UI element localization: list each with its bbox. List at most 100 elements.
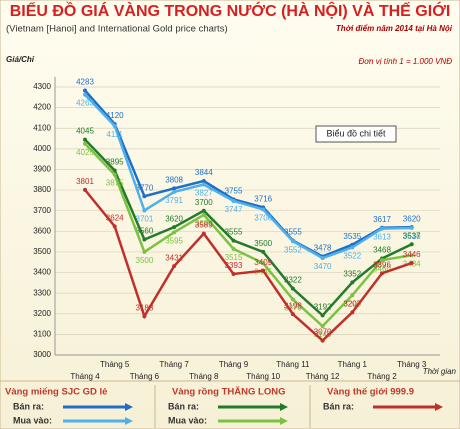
data-point xyxy=(409,253,414,258)
legend-label: Mua vào: xyxy=(168,415,207,425)
data-label: 4283 xyxy=(76,78,94,87)
subtitle: (Vietnam [Hanoi] and International Gold … xyxy=(6,24,228,35)
legend-arrow xyxy=(280,403,288,411)
data-label: 3396 xyxy=(373,260,391,269)
data-point xyxy=(409,226,414,231)
data-point xyxy=(201,231,206,236)
x-tick-label: Tháng 9 xyxy=(219,360,249,369)
data-label: 3680 xyxy=(195,219,213,228)
data-point xyxy=(201,179,206,184)
data-point xyxy=(409,261,414,266)
data-label: 3747 xyxy=(225,205,243,214)
data-label: 4120 xyxy=(106,111,124,120)
data-point xyxy=(142,208,147,213)
data-point xyxy=(320,338,325,343)
date-note: Thời điểm năm 2014 tại Hà Nội xyxy=(336,24,453,33)
y-tick-label: 4100 xyxy=(33,123,51,132)
x-tick-label: Tháng 6 xyxy=(130,372,160,381)
data-point xyxy=(201,208,206,213)
y-tick-label: 3800 xyxy=(33,185,51,194)
series-line xyxy=(84,138,413,318)
button-box[interactable] xyxy=(315,125,397,143)
data-label: 3535 xyxy=(343,232,361,241)
data-point xyxy=(83,92,87,97)
series-line xyxy=(84,189,413,343)
data-point xyxy=(350,293,355,298)
data-point xyxy=(320,324,325,329)
data-label: 3537 xyxy=(403,231,421,240)
data-label: 3140 xyxy=(314,330,332,339)
data-label: 3500 xyxy=(136,256,154,265)
data-label: 3270 xyxy=(284,303,302,312)
data-label: 3613 xyxy=(373,233,391,242)
data-point xyxy=(409,242,414,247)
data-point xyxy=(112,123,117,128)
data-label: 3500 xyxy=(254,239,272,248)
y-tick-label: 3900 xyxy=(33,165,51,174)
data-point xyxy=(380,226,384,231)
data-point xyxy=(231,199,236,204)
data-label: 3460 xyxy=(373,264,391,273)
data-point xyxy=(350,310,355,315)
data-point xyxy=(261,268,266,273)
data-point xyxy=(172,230,177,235)
data-point xyxy=(142,314,147,319)
data-point xyxy=(112,224,117,229)
data-point xyxy=(380,271,384,276)
series-line xyxy=(84,142,412,328)
x-tick-label: Tháng 11 xyxy=(276,360,310,369)
chart-title: BIỂU ĐỒ GIÁ VÀNG TRONG NƯỚC (HÀ NỘI) VÀ … xyxy=(10,1,451,20)
x-tick-label: Tháng 8 xyxy=(189,372,219,381)
legend-label: Mua vào: xyxy=(13,415,52,425)
detail-button[interactable]: Biểu đồ chi tiết xyxy=(315,125,397,143)
data-point xyxy=(83,187,87,192)
y-tick-label: 3600 xyxy=(33,226,51,235)
y-tick-label: 3200 xyxy=(33,309,51,318)
data-label: 3620 xyxy=(403,214,421,223)
button-label[interactable]: Biểu đồ chi tiết xyxy=(326,128,386,138)
unit-note: Đơn vị tính 1 = 1.000 VNĐ xyxy=(358,57,452,66)
data-label: 3322 xyxy=(284,276,302,285)
x-label: Thời gian xyxy=(423,367,457,376)
y-tick-label: 3300 xyxy=(33,288,51,297)
y-label: Giá/Chỉ xyxy=(6,55,35,64)
data-point xyxy=(201,182,206,187)
data-point xyxy=(320,313,325,318)
data-label: 3617 xyxy=(373,215,391,224)
y-tick-label: 3000 xyxy=(33,350,51,359)
data-label: 4045 xyxy=(76,127,94,136)
data-label: 3468 xyxy=(373,246,391,255)
data-label: 3589 xyxy=(195,221,213,230)
legend-arrow xyxy=(435,403,443,411)
data-label: 3706 xyxy=(254,214,272,223)
x-tick-label: Tháng 5 xyxy=(100,360,130,369)
data-label: 3478 xyxy=(314,244,332,253)
series-line xyxy=(84,93,412,260)
data-point xyxy=(231,238,236,243)
legend-group-title: Vàng miếng SJC GD lẻ xyxy=(5,387,107,398)
x-tick-label: Tháng 10 xyxy=(246,372,280,381)
data-label: 3515 xyxy=(225,253,243,262)
data-point xyxy=(83,88,87,93)
legend-arrow xyxy=(280,417,288,425)
data-point xyxy=(231,271,236,276)
data-label: 3522 xyxy=(343,251,361,260)
data-label: 3198 xyxy=(284,301,302,310)
data-label: 3470 xyxy=(314,262,332,271)
data-label: 4263 xyxy=(76,99,94,108)
legend-group-title: Vàng rồng THĂNG LONG xyxy=(172,387,285,398)
x-tick-label: Tháng 4 xyxy=(70,372,100,381)
data-label: 3895 xyxy=(106,158,124,167)
y-tick-label: 3100 xyxy=(33,329,51,338)
data-point xyxy=(142,194,147,199)
data-point xyxy=(261,261,266,266)
data-point xyxy=(320,256,325,261)
data-label: 3070 xyxy=(314,328,332,337)
legend-group-title: Vàng thế giới 999.9 xyxy=(327,387,414,398)
data-label: 3624 xyxy=(106,213,124,222)
data-point xyxy=(290,312,295,317)
data-label: 3352 xyxy=(343,270,361,279)
data-label: 3595 xyxy=(165,236,183,245)
data-point xyxy=(350,245,355,250)
